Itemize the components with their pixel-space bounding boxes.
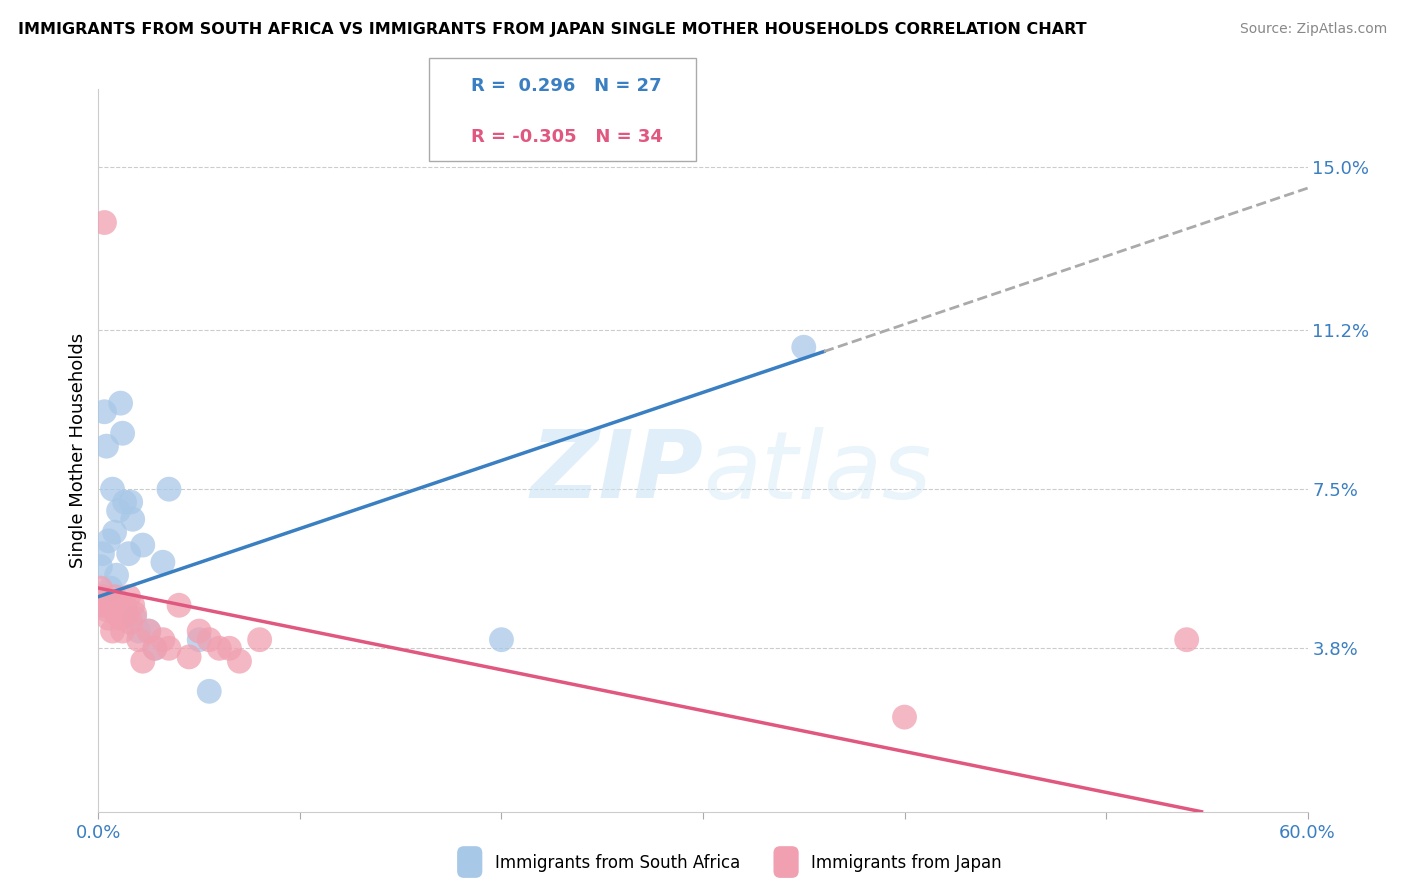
Point bbox=[793, 340, 815, 354]
Point bbox=[152, 632, 174, 647]
Point bbox=[132, 654, 155, 668]
Y-axis label: Single Mother Households: Single Mother Households bbox=[69, 333, 87, 568]
Point bbox=[96, 602, 118, 616]
Point bbox=[143, 641, 166, 656]
Point bbox=[152, 555, 174, 569]
Point bbox=[218, 641, 240, 656]
Point bbox=[103, 590, 125, 604]
Point bbox=[89, 581, 111, 595]
Point bbox=[188, 624, 211, 639]
Point bbox=[103, 525, 125, 540]
Point bbox=[97, 533, 120, 548]
Text: atlas: atlas bbox=[703, 426, 931, 517]
Point bbox=[93, 215, 115, 229]
Point bbox=[97, 611, 120, 625]
Point bbox=[105, 607, 128, 621]
Point bbox=[198, 632, 221, 647]
Point bbox=[96, 439, 118, 453]
Point bbox=[100, 599, 122, 613]
Point bbox=[115, 607, 138, 621]
Point bbox=[107, 503, 129, 517]
Point bbox=[893, 710, 915, 724]
Point bbox=[128, 624, 150, 639]
Point bbox=[249, 632, 271, 647]
Text: ZIP: ZIP bbox=[530, 426, 703, 518]
Point bbox=[114, 599, 136, 613]
Point bbox=[132, 538, 155, 552]
Point bbox=[120, 615, 142, 630]
Text: IMMIGRANTS FROM SOUTH AFRICA VS IMMIGRANTS FROM JAPAN SINGLE MOTHER HOUSEHOLDS C: IMMIGRANTS FROM SOUTH AFRICA VS IMMIGRAN… bbox=[18, 22, 1087, 37]
Point bbox=[118, 590, 141, 604]
Point bbox=[143, 641, 166, 656]
Point bbox=[107, 599, 129, 613]
Point bbox=[111, 624, 134, 639]
Point bbox=[128, 632, 150, 647]
Point bbox=[138, 624, 160, 639]
Point bbox=[118, 547, 141, 561]
Point bbox=[120, 495, 142, 509]
Point bbox=[157, 482, 180, 496]
Point bbox=[208, 641, 231, 656]
Point bbox=[124, 611, 146, 625]
Point bbox=[93, 405, 115, 419]
Point bbox=[89, 559, 111, 574]
Point bbox=[188, 632, 211, 647]
Point bbox=[198, 684, 221, 698]
Text: R = -0.305   N = 34: R = -0.305 N = 34 bbox=[471, 128, 662, 146]
Point bbox=[111, 426, 134, 441]
Text: Immigrants from Japan: Immigrants from Japan bbox=[811, 855, 1002, 872]
Text: R =  0.296   N = 27: R = 0.296 N = 27 bbox=[471, 77, 662, 95]
Point bbox=[91, 547, 114, 561]
Point bbox=[491, 632, 513, 647]
Point bbox=[100, 581, 122, 595]
Point bbox=[105, 568, 128, 582]
Point bbox=[110, 611, 132, 625]
Text: Immigrants from South Africa: Immigrants from South Africa bbox=[495, 855, 740, 872]
Point bbox=[121, 599, 143, 613]
Point bbox=[138, 624, 160, 639]
Point bbox=[167, 599, 190, 613]
Point bbox=[228, 654, 250, 668]
Point bbox=[124, 607, 146, 621]
Point bbox=[1175, 632, 1198, 647]
Point bbox=[93, 599, 115, 613]
Point bbox=[91, 590, 114, 604]
Point bbox=[110, 396, 132, 410]
Point bbox=[101, 624, 124, 639]
Point bbox=[179, 649, 201, 664]
Point bbox=[121, 512, 143, 526]
Point bbox=[157, 641, 180, 656]
Text: Source: ZipAtlas.com: Source: ZipAtlas.com bbox=[1240, 22, 1388, 37]
Point bbox=[101, 482, 124, 496]
Point bbox=[114, 495, 136, 509]
